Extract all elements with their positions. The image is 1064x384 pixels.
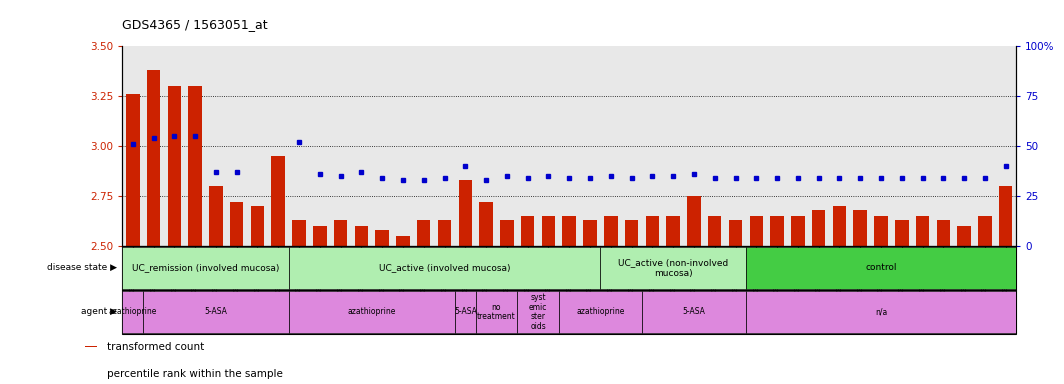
Bar (812, 210, 826, 246)
Bar (417, 220, 431, 246)
Bar (480, 202, 493, 246)
Bar (600, 247, 746, 289)
Bar (437, 220, 451, 246)
Bar (646, 216, 659, 246)
Bar (559, 291, 642, 333)
Bar (455, 291, 476, 333)
Bar (500, 220, 514, 246)
Text: UC_remission (involved mucosa): UC_remission (involved mucosa) (132, 263, 279, 272)
Bar (288, 291, 455, 333)
Bar (126, 94, 139, 246)
Text: syst
emic
ster
oids: syst emic ster oids (529, 293, 547, 331)
Text: 5-ASA: 5-ASA (682, 308, 705, 316)
Bar (978, 216, 992, 246)
Bar (958, 226, 971, 246)
Bar (833, 206, 846, 246)
Bar (642, 291, 746, 333)
Bar (230, 202, 244, 246)
Text: 5-ASA: 5-ASA (204, 308, 228, 316)
Bar (144, 291, 288, 333)
Bar (625, 220, 638, 246)
Text: control: control (865, 263, 897, 272)
Text: percentile rank within the sample: percentile rank within the sample (107, 369, 283, 379)
Text: UC_active (non-involved
mucosa): UC_active (non-involved mucosa) (618, 258, 728, 278)
Bar (792, 216, 804, 246)
Bar (853, 210, 867, 246)
Text: no
treatment: no treatment (477, 303, 516, 321)
Bar (999, 186, 1013, 246)
Bar (875, 216, 887, 246)
Text: UC_active (involved mucosa): UC_active (involved mucosa) (379, 263, 511, 272)
Bar (583, 220, 597, 246)
Text: azathioprine: azathioprine (577, 308, 625, 316)
Bar (288, 247, 600, 289)
Text: transformed count: transformed count (107, 341, 204, 352)
Bar (376, 230, 389, 246)
Text: disease state ▶: disease state ▶ (47, 263, 117, 272)
Bar (746, 247, 1016, 289)
Bar (271, 156, 285, 246)
Bar (687, 196, 701, 246)
Bar (936, 220, 950, 246)
Text: azathioprine: azathioprine (109, 308, 157, 316)
Bar (708, 216, 721, 246)
Bar (916, 216, 929, 246)
Text: 5-ASA: 5-ASA (454, 308, 477, 316)
Bar (334, 220, 347, 246)
Bar (293, 220, 305, 246)
Bar (122, 247, 288, 289)
Bar (167, 86, 181, 246)
Bar (122, 291, 144, 333)
Text: azathioprine: azathioprine (348, 308, 396, 316)
Bar (210, 186, 222, 246)
Text: n/a: n/a (875, 308, 887, 316)
Bar (666, 216, 680, 246)
Bar (313, 226, 327, 246)
Bar (459, 180, 472, 246)
Bar (895, 220, 909, 246)
Bar (476, 291, 517, 333)
Bar (563, 216, 576, 246)
Bar (396, 236, 410, 246)
Bar (749, 216, 763, 246)
Bar (85, 346, 97, 347)
Text: agent ▶: agent ▶ (81, 308, 117, 316)
Bar (517, 291, 559, 333)
Bar (188, 86, 202, 246)
Bar (251, 206, 264, 246)
Bar (770, 216, 784, 246)
Bar (354, 226, 368, 246)
Bar (746, 291, 1016, 333)
Bar (604, 216, 617, 246)
Bar (729, 220, 743, 246)
Bar (521, 216, 534, 246)
Bar (147, 70, 161, 246)
Text: GDS4365 / 1563051_at: GDS4365 / 1563051_at (122, 18, 268, 31)
Bar (542, 216, 555, 246)
